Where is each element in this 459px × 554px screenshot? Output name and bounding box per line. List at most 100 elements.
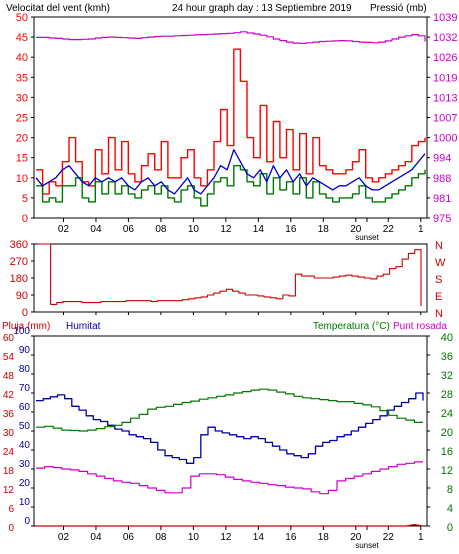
time-label: 04 xyxy=(90,532,102,543)
time-label: 20 xyxy=(350,224,362,235)
tick-label: 994 xyxy=(433,153,451,165)
rain-tick-label: 18 xyxy=(3,466,15,477)
temperature-tick-label: 28 xyxy=(441,389,453,401)
humidity-tick-label: 80 xyxy=(19,364,31,375)
tick-label: 1013 xyxy=(433,92,457,104)
wind-direction-series xyxy=(38,243,422,307)
tick-label: 1007 xyxy=(433,113,457,125)
rain-tick-label: 24 xyxy=(3,447,15,458)
time-label: 04 xyxy=(90,224,102,235)
tick-label: 40 xyxy=(16,52,28,64)
humidity-tick-label: 90 xyxy=(19,345,31,356)
wind-pressure-plot-area xyxy=(33,16,428,219)
temperature-tick-label: 8 xyxy=(447,484,453,496)
tick-label: 45 xyxy=(16,32,28,44)
tick-label: 30 xyxy=(16,92,28,104)
tick-label: 360 xyxy=(10,239,28,251)
humidity-tick-label: 0 xyxy=(24,516,30,527)
time-label: 06 xyxy=(123,532,135,543)
humidity-tick-label: 30 xyxy=(19,459,31,470)
wind-pressure-series xyxy=(35,31,426,207)
time-label: 18 xyxy=(318,532,330,543)
tick-label: 981 xyxy=(433,193,451,205)
humidity-tick-label: 20 xyxy=(19,478,31,489)
tick-label: 988 xyxy=(433,173,451,185)
temperature-tick-label: 12 xyxy=(441,465,453,477)
wind-gust-line xyxy=(36,48,426,195)
sunset-label: sunset xyxy=(355,233,379,242)
temperature-line xyxy=(36,388,423,432)
time-label: 10 xyxy=(188,532,200,543)
time-label: 1 xyxy=(418,224,424,235)
wind-direction-plot-area xyxy=(33,243,428,313)
tick-label: 1039 xyxy=(433,12,457,24)
temperature-tick-label: 16 xyxy=(441,446,453,458)
tick-label: 975 xyxy=(433,213,451,225)
time-label: 02 xyxy=(58,532,70,543)
time-label: 08 xyxy=(155,224,167,235)
wind-speed-line xyxy=(36,164,426,207)
humidity-line xyxy=(36,392,424,464)
humidity-tick-label: 40 xyxy=(19,440,31,451)
direction-degree-tick-labels: 0 90 180 270 360 xyxy=(10,239,34,319)
time-label: 16 xyxy=(285,224,297,235)
humidity-tick-label: 70 xyxy=(19,383,31,394)
time-label: 14 xyxy=(253,224,265,235)
tick-label: 5 xyxy=(22,193,28,205)
temperature-humidity-series xyxy=(36,388,424,527)
dewpoint-line xyxy=(36,461,423,495)
wind-pressure-time-axis: 02 04 06 08 10 12 14 16 18 20 22 1 sunset xyxy=(58,218,424,242)
time-label: 14 xyxy=(253,532,265,543)
rain-tick-label: 6 xyxy=(8,504,14,515)
temperature-axis-title: Temperatura (°C) xyxy=(313,321,390,332)
rain-line xyxy=(36,524,424,527)
tick-label: 20 xyxy=(16,133,28,145)
time-label: 20 xyxy=(350,532,362,543)
tick-label: 270 xyxy=(10,256,28,268)
rain-tick-label: 0 xyxy=(8,523,14,534)
temperature-tick-label: 24 xyxy=(441,408,453,420)
time-label: 22 xyxy=(383,224,395,235)
tick-label: 1019 xyxy=(433,72,457,84)
temperature-tick-label: 4 xyxy=(447,503,453,515)
temperature-tick-labels: 0 4 8 12 16 20 24 28 32 36 40 xyxy=(427,332,453,534)
temperature-tick-label: 20 xyxy=(441,427,453,439)
tick-label: 10 xyxy=(16,173,28,185)
humidity-tick-label: 60 xyxy=(19,402,31,413)
time-label: 16 xyxy=(285,532,297,543)
wind-direction-gridlines xyxy=(62,312,422,315)
humidity-tick-label: 50 xyxy=(19,421,31,432)
compass-label: N xyxy=(435,308,443,320)
time-label: 1 xyxy=(418,532,424,543)
temperature-tick-label: 40 xyxy=(441,332,453,344)
temperature-tick-label: 0 xyxy=(447,522,453,534)
temperature-tick-label: 32 xyxy=(441,370,453,382)
wind-speed-tick-labels: 0 5 10 15 20 25 30 35 40 45 50 xyxy=(16,12,34,225)
time-label: 12 xyxy=(220,532,232,543)
temperature-humidity-time-axis: 02 04 06 08 10 12 14 16 18 20 22 1 sunset xyxy=(58,526,424,550)
humidity-axis-title: Humitat xyxy=(66,321,101,332)
time-label: 02 xyxy=(58,224,70,235)
rain-tick-label: 30 xyxy=(3,428,15,439)
time-label: 10 xyxy=(188,224,200,235)
rain-tick-label: 42 xyxy=(3,390,15,401)
humidity-rain-tick-labels: 0612182430364248546001020304050607080901… xyxy=(3,326,34,534)
wind-direction-line xyxy=(38,243,422,307)
tick-label: 1000 xyxy=(433,133,457,145)
tick-label: 0 xyxy=(22,213,28,225)
time-label: 12 xyxy=(220,224,232,235)
temperature-humidity-plot-area xyxy=(33,335,428,527)
compass-label: E xyxy=(435,291,442,303)
tick-label: 35 xyxy=(16,72,28,84)
wind-average-line xyxy=(35,149,426,195)
tick-label: 0 xyxy=(22,307,28,319)
humidity-tick-label: 10 xyxy=(19,497,31,508)
tick-label: 25 xyxy=(16,113,28,125)
pressure-axis-title: Pressió (mb) xyxy=(370,3,427,14)
wind-axis-title: Velocitat del vent (kmh) xyxy=(6,3,110,14)
rain-tick-label: 54 xyxy=(3,352,15,363)
humidity-tick-label: 100 xyxy=(13,326,30,337)
rain-axis-title: Pluja (mm) xyxy=(2,321,50,332)
